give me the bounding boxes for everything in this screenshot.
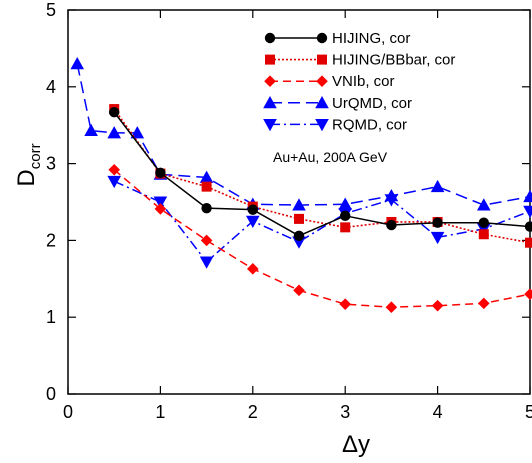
legend-label: UrQMD, cor [332,95,412,112]
y-tick-label: 4 [46,77,56,97]
legend-marker-end [315,96,329,109]
legend-marker-start [265,54,275,65]
legend-item: HIJING/BBbar, cor [265,52,455,69]
legend-item: UrQMD, cor [263,95,412,112]
legend-label: RQMD, cor [332,116,407,133]
y-tick-label: 1 [46,307,56,327]
data-point [246,215,260,228]
data-point [430,179,445,193]
data-point [247,263,259,275]
data-point [339,298,351,310]
legend-marker-end [315,118,329,132]
data-point [84,123,98,137]
legend-item: HIJING, cor [264,30,410,47]
y-axis-title-subscript: corr [27,143,44,169]
series-urqmd-cor [70,56,532,211]
data-point [525,237,532,248]
data-point [430,231,445,245]
tick-layer: 0 1 2 3 4 5 0 1 2 3 4 5 [46,0,532,422]
series-line [113,169,531,308]
data-point [523,205,532,219]
data-point [153,196,168,209]
legend-label: VNIb, cor [332,73,395,90]
y-tick-label: 0 [46,384,56,404]
data-point [107,126,121,139]
data-point [293,284,305,297]
series-line [113,180,531,263]
legend-marker-start [264,75,276,87]
legend: HIJING, cor HIJING/BBbar, cor VNIb, cor UrQ… [263,30,455,133]
data-point [523,189,532,203]
legend-marker-start [263,96,277,109]
data-point [201,202,212,214]
legend-marker-start [264,32,276,44]
legend-label: HIJING/BBbar, cor [332,52,455,69]
legend-marker-end [316,32,328,44]
data-point [294,213,304,224]
data-point [340,210,351,222]
data-point [524,288,532,300]
data-point [201,181,212,192]
data-point [108,163,120,176]
series-line [76,63,531,206]
data-point [478,297,490,310]
data-point [384,189,399,202]
legend-marker-start [263,118,277,132]
data-point [109,106,120,118]
data-point [432,217,443,228]
series-hijing-cor [109,106,532,241]
data-point [385,301,398,314]
series-vnib-cor [108,163,532,314]
data-point [478,229,489,240]
data-point [154,203,167,215]
legend-item: VNIb, cor [264,73,395,90]
y-tick-label: 2 [46,230,56,250]
annotation-text: Au+Au, 200A GeV [273,149,388,165]
data-point [155,167,166,179]
data-point [199,256,214,269]
data-point [477,198,491,211]
x-tick-label: 3 [340,402,350,422]
data-point [524,221,532,232]
series-line [113,108,531,244]
x-axis-title: Δy [342,431,370,458]
legend-marker-end [317,54,327,65]
y-axis-title-main: D [13,169,40,186]
data-point [340,222,351,233]
x-tick-label: 4 [433,402,443,422]
data-point [293,230,305,241]
y-tick-label: 5 [46,0,56,20]
y-tick-label: 3 [46,154,56,174]
series-line [113,111,531,237]
y-axis-title: Dcorr [13,143,44,186]
legend-label: HIJING, cor [332,30,410,47]
x-tick-label: 2 [248,402,258,422]
data-point [386,219,397,231]
data-point [478,217,489,228]
legend-marker-end [316,75,328,87]
data-point [338,197,352,210]
data-point [107,175,121,189]
data-point [292,198,306,211]
data-point [247,204,258,215]
x-tick-label: 0 [63,402,73,422]
data-point [431,299,444,312]
legend-item: RQMD, cor [263,116,407,133]
series-layer [70,56,532,314]
data-point [200,234,213,247]
data-point [70,56,85,70]
x-tick-label: 1 [155,402,165,422]
data-point [199,170,214,183]
x-tick-label: 5 [525,402,532,422]
